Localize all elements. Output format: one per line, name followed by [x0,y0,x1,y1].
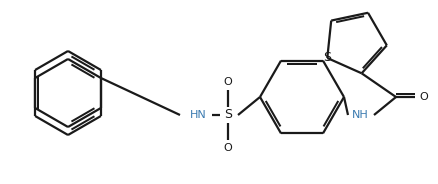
Text: O: O [223,143,232,153]
Text: O: O [223,77,232,87]
Text: NH: NH [351,110,367,120]
Text: HN: HN [189,110,206,120]
Text: S: S [322,52,331,65]
Text: S: S [223,109,231,121]
Text: O: O [419,92,427,102]
